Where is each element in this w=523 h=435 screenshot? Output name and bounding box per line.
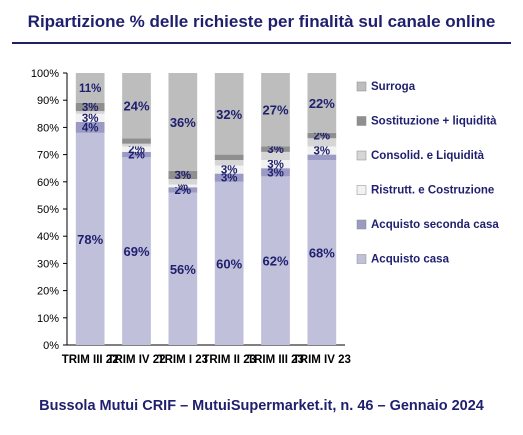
y-tick-label: 80% [37,122,59,134]
data-label: 24% [123,99,149,114]
bar-segment [168,187,198,193]
data-label: 2% [128,144,145,156]
x-category-label: TRIM I 23 [158,354,208,366]
bar-segment [261,168,290,177]
bar-segment [75,102,105,112]
y-tick-label: 90% [37,95,59,107]
bar-segment [122,73,151,139]
legend-swatch [356,219,367,230]
data-label: 36% [170,115,196,130]
y-tick-label: 40% [37,231,59,243]
data-label: 3% [267,144,284,156]
bar-segment [214,160,244,166]
bar-segment [214,154,244,161]
footer-source: Bussola Mutui CRIF – MutuiSupermarket.it… [39,398,484,414]
x-category-label: TRIM III 22 [62,354,119,366]
data-label: 78% [77,232,103,247]
data-label: 60% [216,256,242,271]
data-label: 3% [267,167,284,179]
data-label: 32% [216,107,242,122]
legend-label: Acquisto seconda casa [371,219,499,231]
y-tick-label: 0% [43,340,59,352]
bar-segment [75,113,105,122]
y-tick-label: 30% [37,258,59,270]
data-label: 3% [267,159,284,171]
legend-label: Consolid. e Liquidità [371,150,485,162]
legend-label: Acquisto casa [371,254,450,266]
bar-segment [122,138,151,144]
data-label: 3% [175,170,192,182]
bar-segment [122,143,151,147]
bar-segment [307,154,337,161]
data-label: 3% [82,102,99,114]
bar-segment [122,146,151,152]
bar-segment [168,73,198,171]
x-category-label: TRIM III 23 [247,354,304,366]
y-tick-label: 100% [31,68,59,80]
chart-title: Ripartizione % delle richieste per final… [27,12,496,31]
data-label: 4% [82,122,99,134]
data-label: 56% [170,262,196,277]
bar-segment [307,138,337,147]
legend-swatch [356,81,367,92]
legend-label: Surroga [371,81,416,93]
y-tick-label: 70% [37,150,59,162]
bar-segment [168,192,198,345]
bar-segment [122,151,151,158]
data-label: 2% [175,185,192,197]
data-label: 69% [123,244,149,259]
bar-segment [307,132,337,139]
data-label: % [178,181,188,193]
bar-segment [261,176,290,345]
x-category-label: TRIM IV 23 [293,354,351,366]
legend-swatch [356,150,367,161]
bar-segment [307,73,337,133]
data-label: 3% [82,113,99,125]
legend-swatch [356,116,367,126]
y-tick-label: 60% [37,177,59,189]
bar-segment [214,165,244,174]
bar-segment [307,160,337,345]
data-label: 3% [221,173,238,185]
bar-segment [168,170,198,180]
bar-segment [307,146,337,155]
stacked-bar-chart: 0%10%20%30%40%50%60%70%80%90%100%78%4%3%… [31,68,500,366]
bar-segment [261,151,290,161]
data-label: 22% [309,96,335,111]
y-tick-label: 20% [37,286,59,298]
y-tick-label: 50% [37,204,59,216]
bar-segment [261,146,290,152]
y-tick-label: 10% [37,313,59,325]
legend-label: Sostituzione + liquidità [371,116,497,128]
legend-swatch [356,254,367,264]
bar-segment [261,160,290,169]
data-label: 68% [309,246,335,261]
data-label: 2% [128,150,145,162]
bar-segment [75,73,105,103]
legend-swatch [356,185,367,195]
bar-segment [168,179,198,185]
bar-segment [261,73,290,147]
data-label: 3% [221,165,238,177]
bar-segment [214,173,244,182]
data-label: 62% [262,254,288,269]
data-label: 27% [262,103,288,118]
data-label: 3% [314,146,331,158]
bar-segment [214,181,244,345]
bar-segment [122,157,151,345]
title-divider [12,42,511,44]
data-label: 11% [79,83,101,95]
x-category-label: TRIM II 23 [202,354,256,366]
legend-label: Ristrutt. e Costruzione [371,185,494,197]
bar-segment [75,132,105,345]
bar-segment [168,184,198,188]
x-category-label: TRIM IV 22 [107,354,165,366]
bar-segment [75,121,105,133]
bar-segment [214,73,244,155]
data-label: 2% [314,131,331,143]
bar-segment [75,111,105,114]
